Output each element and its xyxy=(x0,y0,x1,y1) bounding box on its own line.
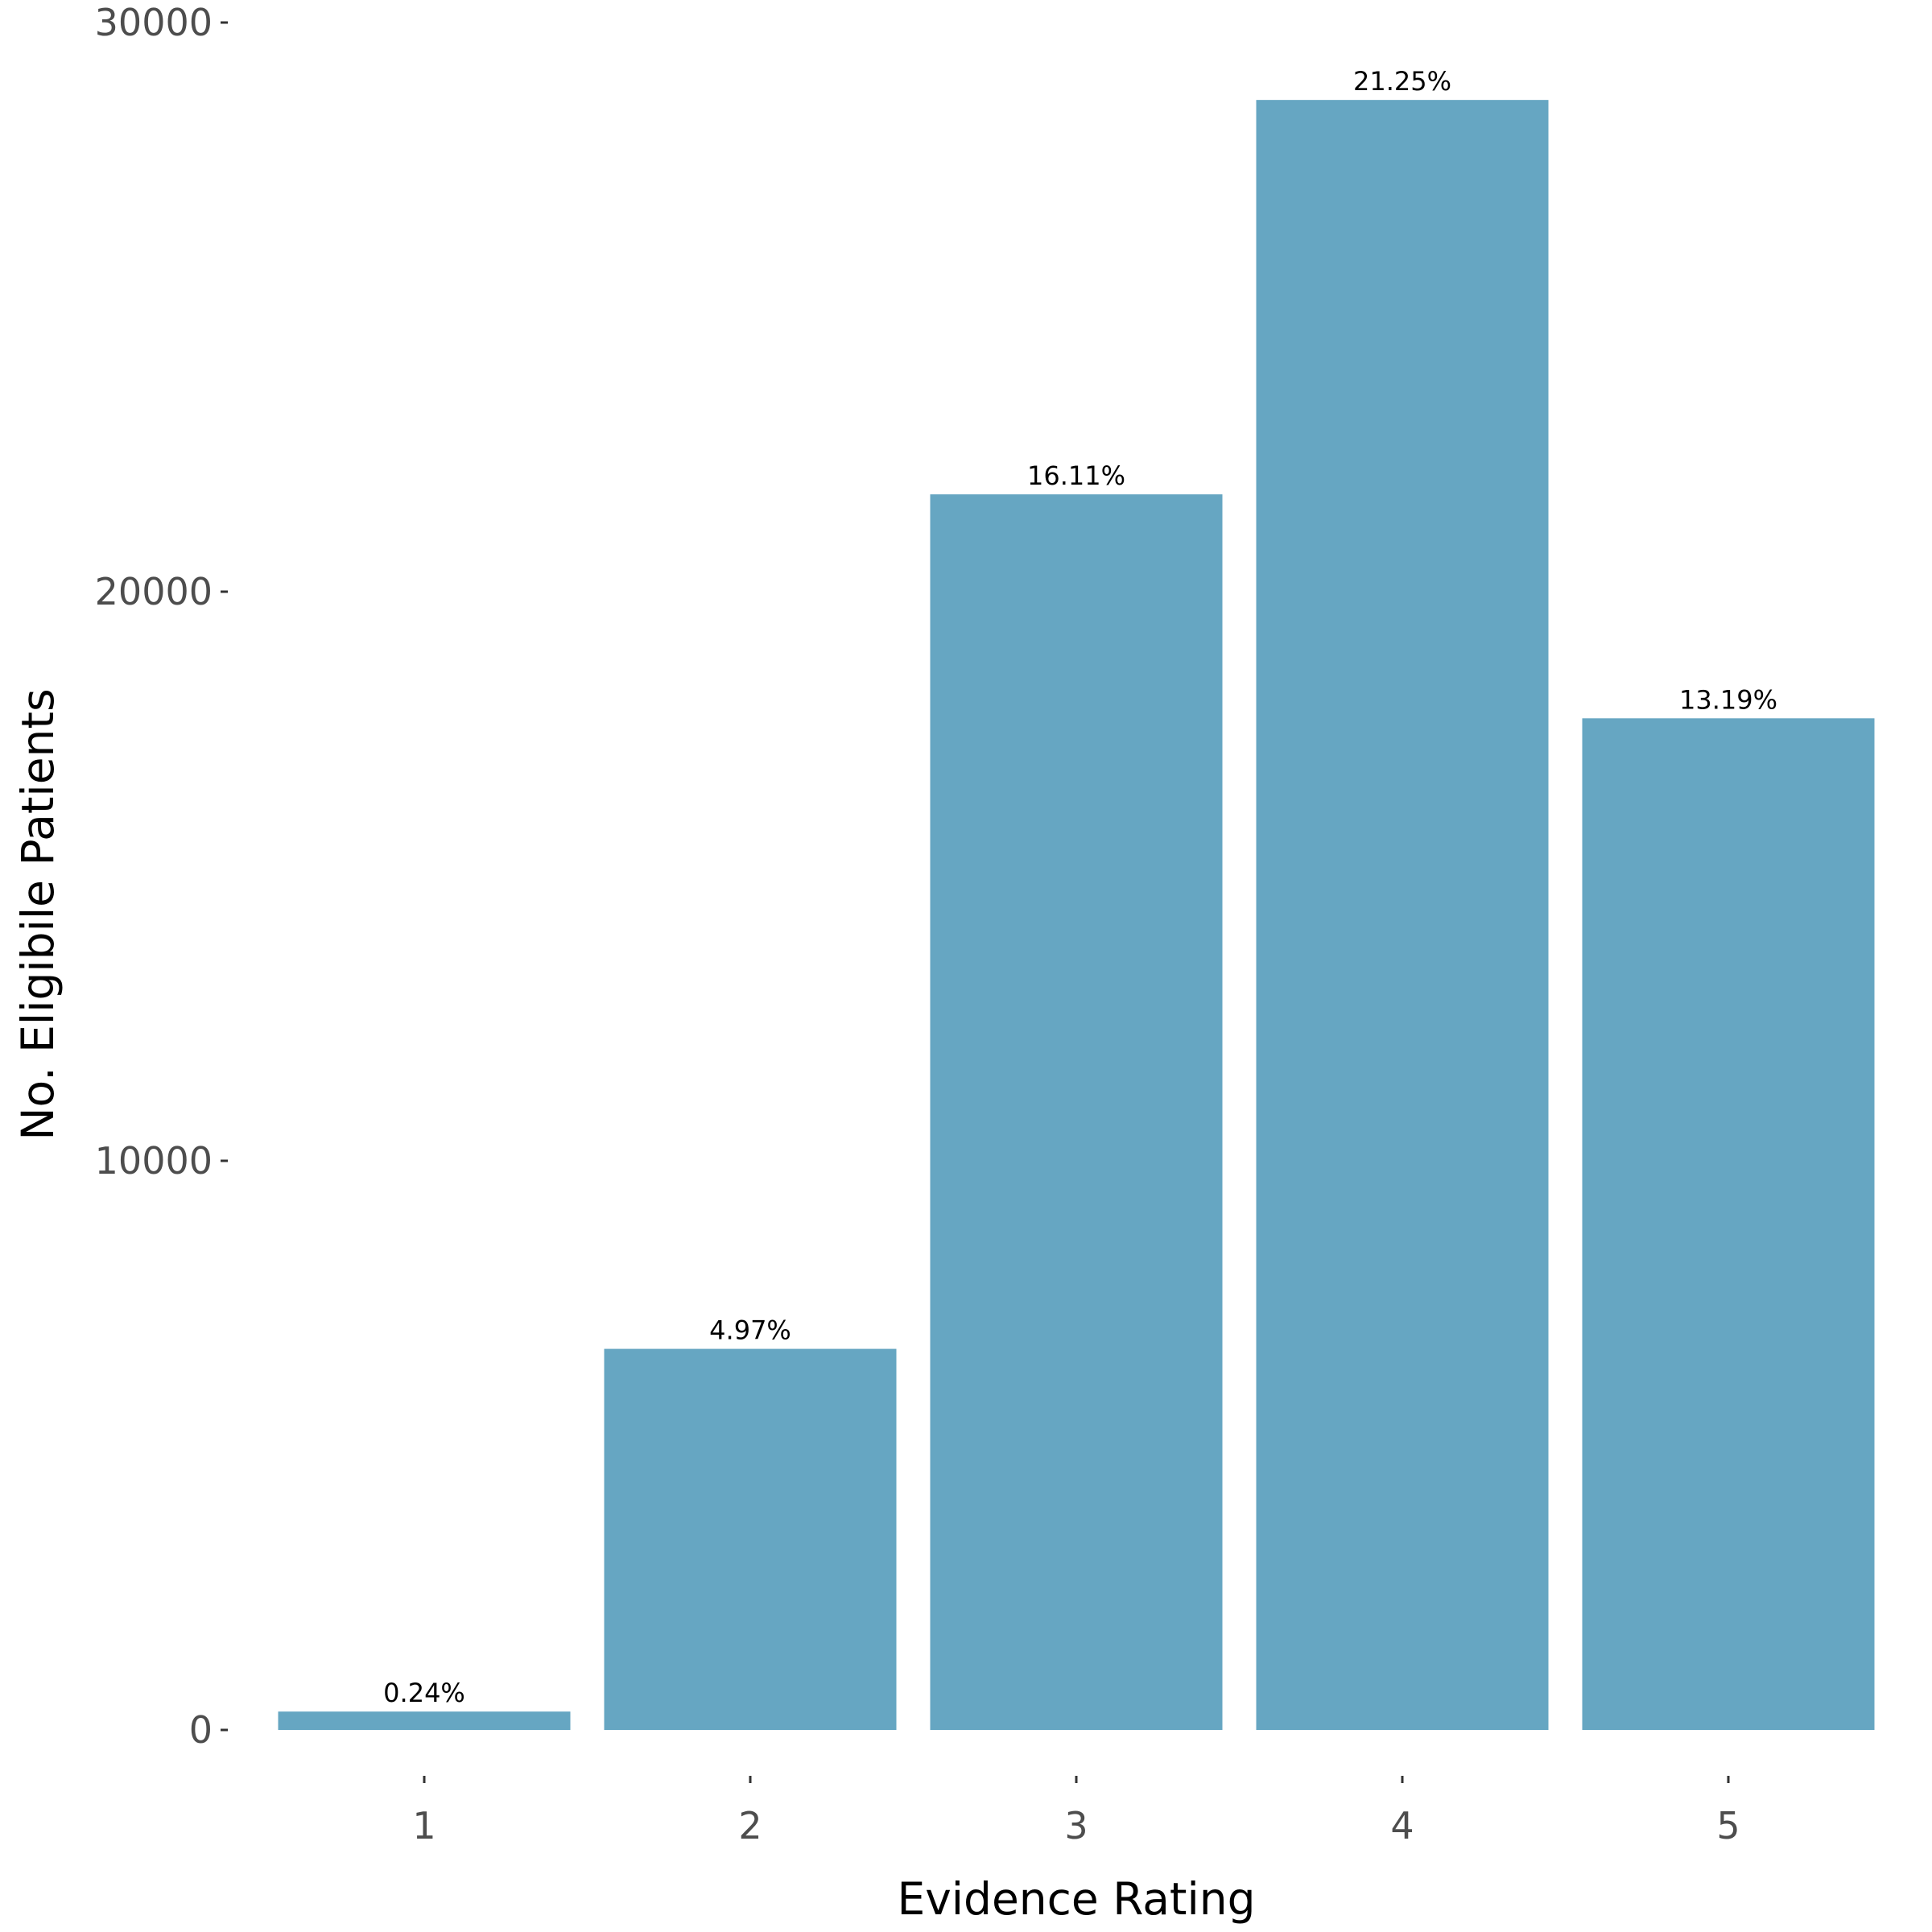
data-label: 0.24% xyxy=(383,1678,465,1708)
data-label: 4.97% xyxy=(709,1315,791,1346)
y-tick-label: 30000 xyxy=(95,1,213,44)
bar-4 xyxy=(1256,100,1549,1731)
bar-5 xyxy=(1582,718,1875,1730)
x-tick-label: 4 xyxy=(1390,1804,1414,1847)
bar-2 xyxy=(604,1348,897,1730)
y-tick-label: 10000 xyxy=(95,1139,213,1183)
data-label: 13.19% xyxy=(1679,684,1777,715)
x-axis-title: Evidence Rating xyxy=(897,1873,1255,1925)
x-tick-label: 2 xyxy=(738,1804,762,1847)
x-tick-label: 5 xyxy=(1716,1804,1740,1847)
bar-1 xyxy=(278,1711,571,1730)
y-axis-title: No. Eligibile Patients xyxy=(12,688,64,1140)
y-axis: 0 10000 20000 30000 xyxy=(95,1,228,1752)
y-tick-label: 20000 xyxy=(95,570,213,613)
data-label: 21.25% xyxy=(1353,66,1451,97)
x-axis: 1 2 3 4 5 xyxy=(412,1776,1740,1847)
bars: 0.24% 4.97% 16.11% 21.25% 13.19% xyxy=(278,66,1875,1731)
x-tick-label: 1 xyxy=(412,1804,436,1847)
x-tick-label: 3 xyxy=(1064,1804,1088,1847)
bar-3 xyxy=(930,494,1223,1730)
y-tick-label: 0 xyxy=(189,1708,213,1752)
data-label: 16.11% xyxy=(1027,460,1125,491)
